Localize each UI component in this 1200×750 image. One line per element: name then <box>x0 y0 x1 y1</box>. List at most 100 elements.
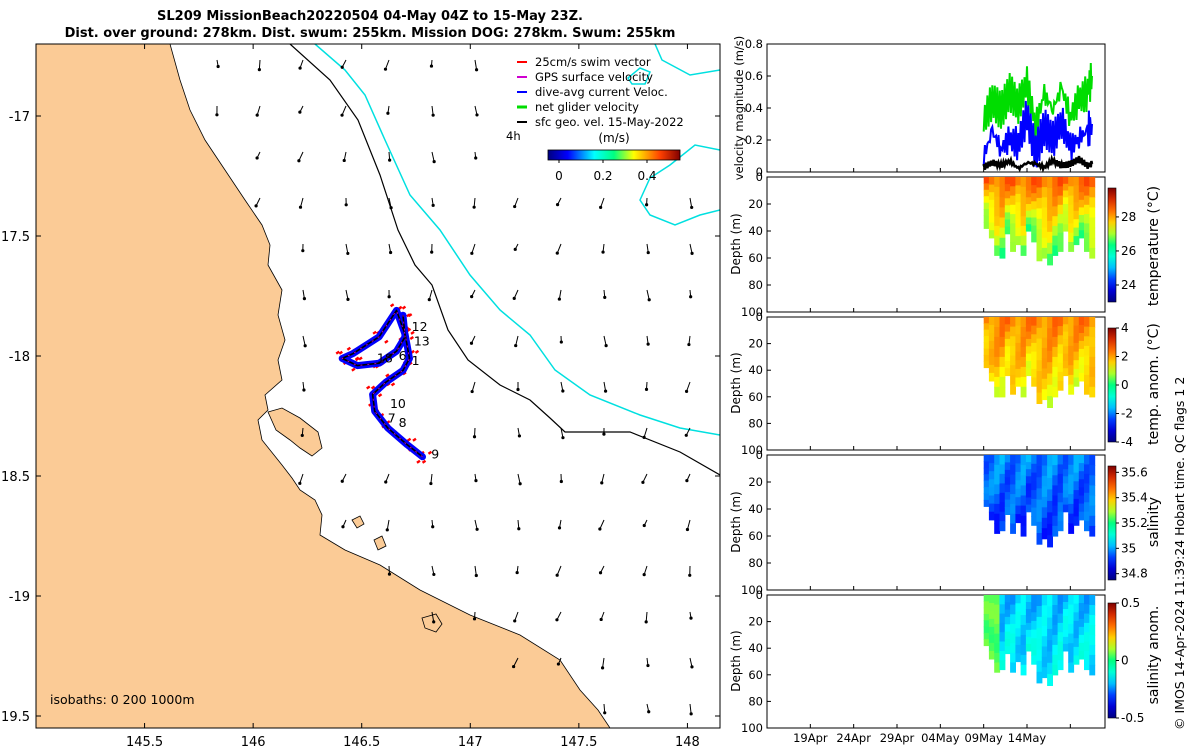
section-cell <box>983 639 990 647</box>
swim-vector-mark <box>389 303 395 308</box>
section-cell <box>1047 628 1053 641</box>
velocity-series-line <box>982 62 1093 140</box>
section-cell <box>1031 233 1038 243</box>
geostrophic-arrow <box>556 565 562 576</box>
section-cell <box>1020 386 1027 398</box>
section-cell <box>999 473 1006 484</box>
section-cell <box>1010 223 1016 234</box>
section-cell <box>1036 606 1043 618</box>
geostrophic-arrow <box>474 59 478 70</box>
section-cell <box>1052 245 1059 256</box>
section-cell <box>1010 523 1016 534</box>
section-cell <box>988 372 995 382</box>
section-cell <box>1004 638 1011 647</box>
section-cell <box>1031 646 1038 657</box>
section-cell <box>1015 595 1022 604</box>
geostrophic-arrow-head <box>298 481 302 485</box>
geostrophic-arrow-head <box>514 343 518 348</box>
section-cell <box>1010 355 1016 366</box>
depth-tick-label: 60 <box>748 668 763 682</box>
geostrophic-arrow <box>600 197 605 208</box>
section-cell <box>1036 218 1043 230</box>
section-cell <box>1068 223 1075 234</box>
section-cell <box>999 317 1006 328</box>
map-x-tick-label: 148 <box>675 735 700 750</box>
section-cell <box>1073 351 1080 361</box>
section-cell <box>1036 317 1043 329</box>
section-cell <box>999 641 1006 652</box>
section-cell <box>1047 595 1053 607</box>
section-cell <box>988 222 995 231</box>
section-cell <box>1062 368 1069 377</box>
section-cell <box>1010 317 1016 328</box>
section-cell <box>983 177 990 184</box>
section-cell <box>1089 227 1096 239</box>
section-cell <box>1084 242 1090 252</box>
section-cell <box>1047 606 1053 619</box>
geostrophic-arrow-head <box>689 616 693 620</box>
section-cell <box>1041 317 1048 328</box>
section-cell <box>1078 184 1085 193</box>
geostrophic-arrow <box>689 243 693 254</box>
isobath-label: isobaths: 0 200 1000m <box>50 692 195 707</box>
geostrophic-arrow-head <box>600 481 604 485</box>
section-cell <box>1020 245 1027 256</box>
section-cell <box>1020 515 1027 527</box>
section-cell <box>1062 346 1069 355</box>
geostrophic-arrow-head <box>559 340 563 344</box>
section-cell <box>1025 190 1032 198</box>
geostrophic-arrow-head <box>642 523 646 528</box>
section-cell <box>1025 360 1032 369</box>
section-cell <box>1068 503 1075 515</box>
section-cell <box>994 196 1001 207</box>
section-cell <box>1073 472 1080 482</box>
geostrophic-arrow-head <box>561 436 565 440</box>
section-cell <box>1041 656 1048 668</box>
section-cell <box>1004 469 1011 478</box>
section-cell <box>1036 371 1043 383</box>
section-cell <box>1004 177 1011 185</box>
section-cell <box>1025 462 1032 470</box>
section-cell <box>1068 523 1075 534</box>
section-cell <box>988 463 995 472</box>
section-cell <box>1010 474 1016 485</box>
swim-vector-mark <box>408 313 413 318</box>
section-cell <box>1057 502 1064 513</box>
section-cell <box>1041 389 1048 401</box>
map-y-tick-label: -19 <box>9 590 30 605</box>
swim-vector-mark <box>346 346 352 351</box>
section-cell <box>1047 384 1053 397</box>
section-cell <box>1036 521 1043 534</box>
section-cell <box>1041 358 1048 370</box>
section-cell <box>999 604 1006 615</box>
section-cell <box>983 329 990 337</box>
section-cell <box>1020 615 1027 626</box>
section-cell <box>1010 204 1016 215</box>
section-cell <box>1025 636 1032 645</box>
section-cell <box>1010 494 1016 505</box>
section-cell <box>1015 219 1022 229</box>
depth-tick-label: 100 <box>741 443 763 457</box>
section-cell <box>994 623 1001 635</box>
geostrophic-arrow-head <box>389 250 393 255</box>
swim-vector-mark <box>377 393 383 398</box>
section-cell <box>1068 494 1075 505</box>
section-cell <box>1084 384 1090 395</box>
section-cell <box>1004 226 1011 235</box>
colorbar-tick-label: 0.5 <box>1121 596 1140 610</box>
section-cell <box>983 595 990 602</box>
section-cell <box>1084 186 1090 197</box>
map-y-tick-label: -18 <box>9 350 30 365</box>
section-cell <box>988 177 995 186</box>
track-day-label: 1 <box>412 353 420 368</box>
section-cell <box>1068 204 1075 215</box>
section-cell <box>1057 455 1064 465</box>
section-cell <box>1041 507 1048 519</box>
section-cell <box>1052 196 1059 207</box>
section-cell <box>983 215 990 223</box>
time-axis: 19Apr 24Apr 29Apr 04May 09May 14May <box>793 168 1071 745</box>
section-cell <box>1047 373 1053 386</box>
section-cell <box>1062 353 1069 362</box>
geostrophic-arrow-head <box>475 113 479 117</box>
